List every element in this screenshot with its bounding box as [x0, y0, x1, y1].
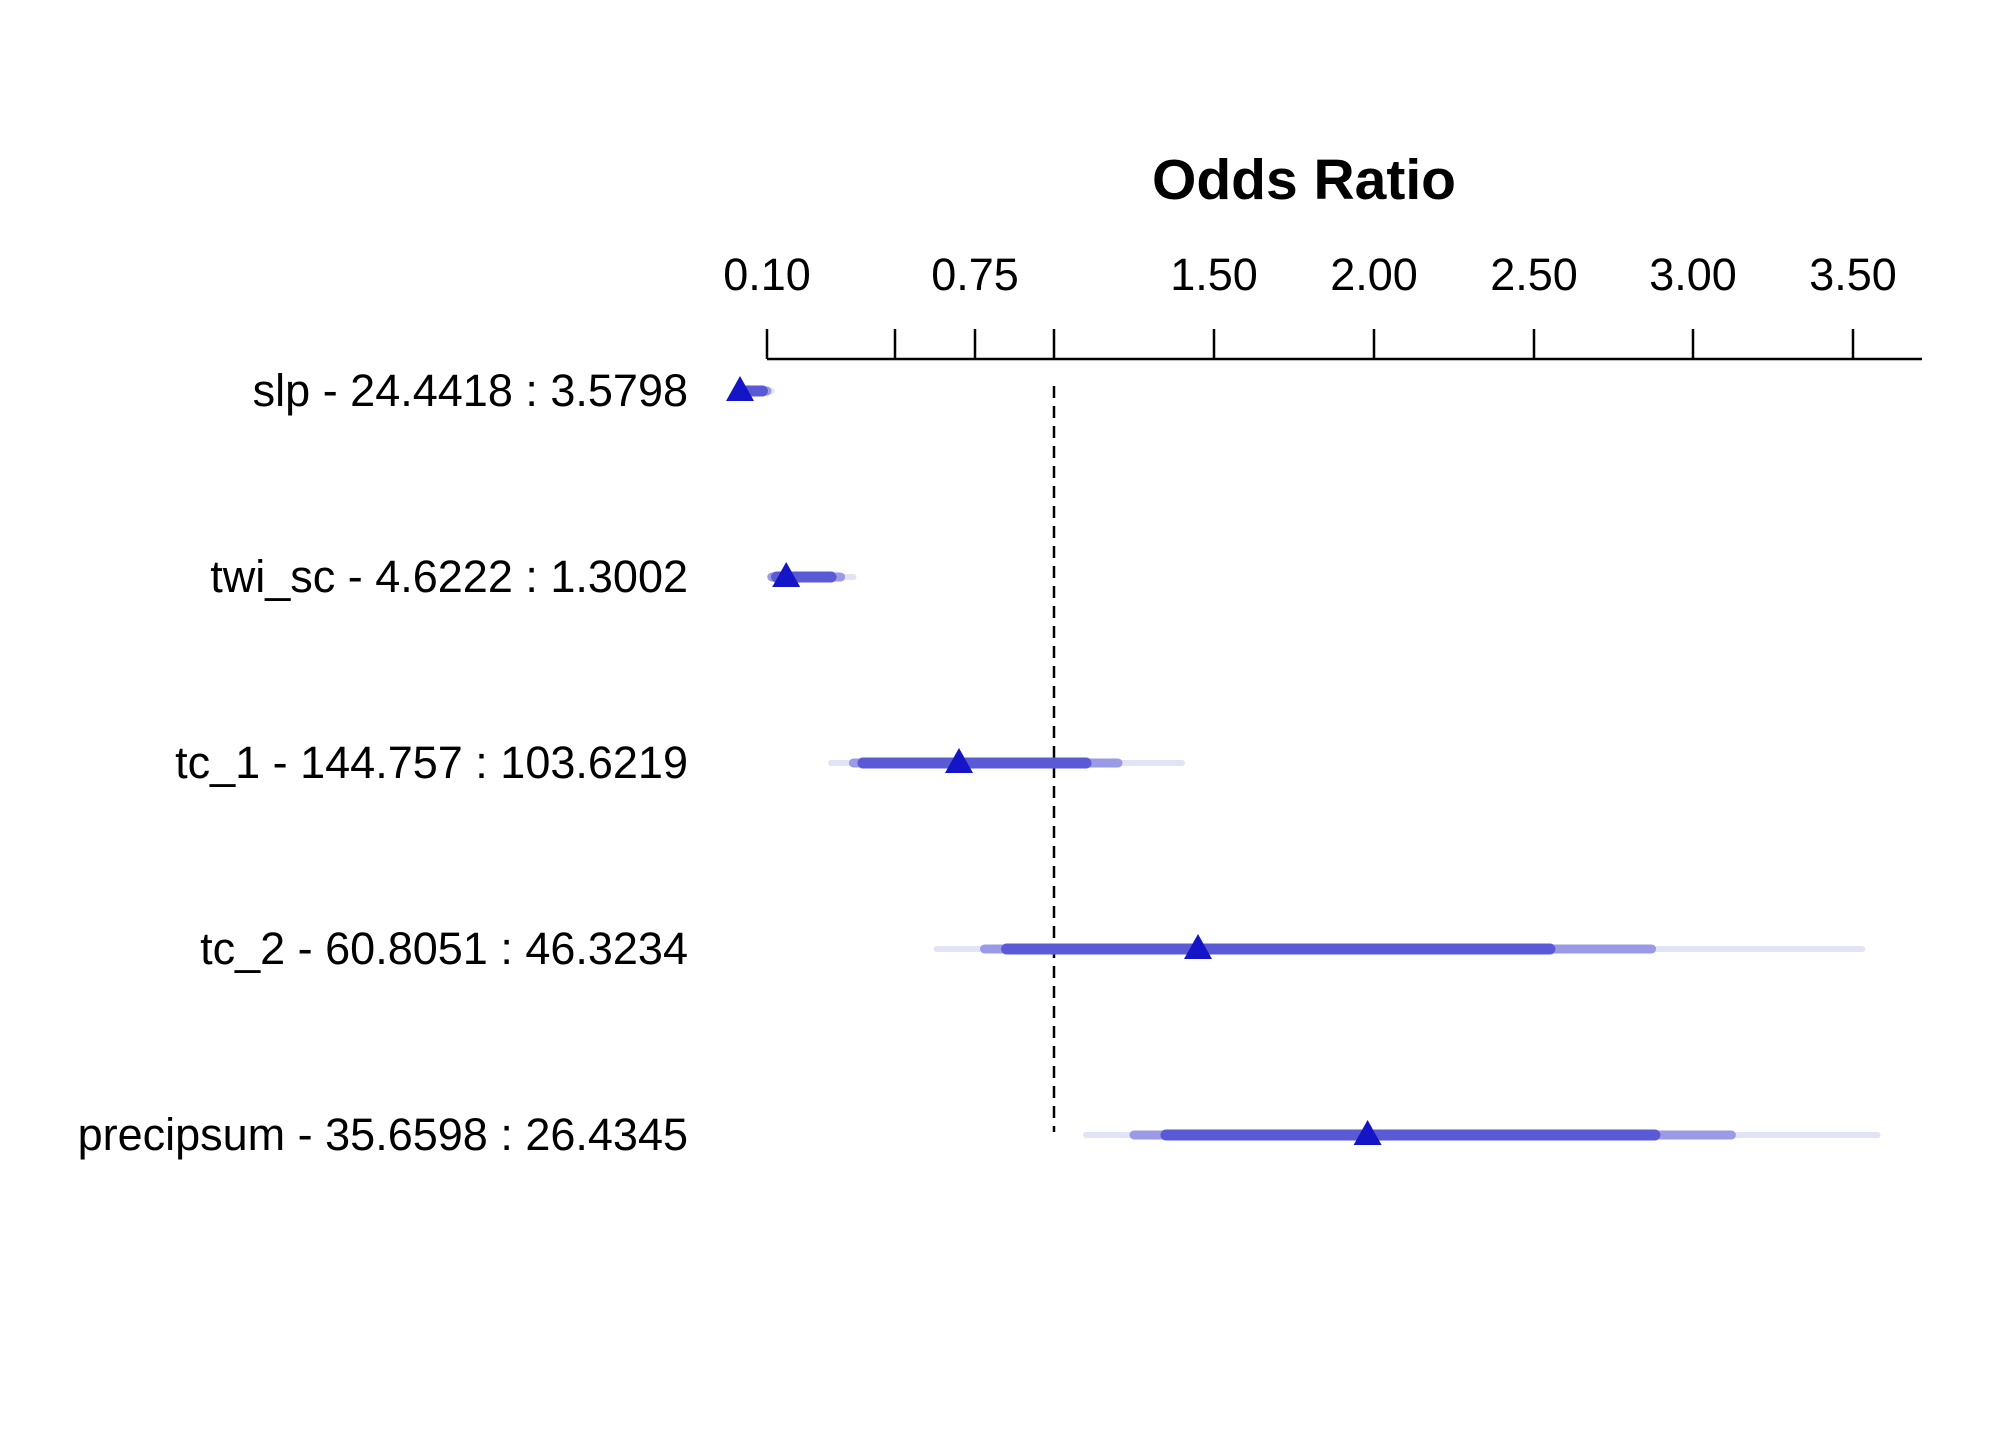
tick-label: 3.50 — [1809, 249, 1897, 300]
point-estimate-marker — [945, 748, 973, 773]
tick-label: 0.10 — [723, 249, 811, 300]
forest-row: precipsum - 35.6598 : 26.4345 — [78, 1109, 1881, 1160]
tick-label: 3.00 — [1649, 249, 1737, 300]
forest-row: tc_1 - 144.757 : 103.6219 — [175, 737, 1185, 788]
chart-title: Odds Ratio — [1152, 148, 1456, 212]
row-label: tc_2 - 60.8051 : 46.3234 — [200, 923, 688, 974]
row-label: slp - 24.4418 : 3.5798 — [253, 365, 688, 416]
point-estimate-marker — [1353, 1120, 1382, 1145]
point-estimate-marker — [772, 562, 801, 587]
forest-row: tc_2 - 60.8051 : 46.3234 — [200, 923, 1866, 974]
tick-label: 1.50 — [1170, 249, 1258, 300]
point-estimate-marker — [1184, 934, 1212, 959]
point-estimate-marker — [726, 376, 754, 401]
odds-ratio-axis: 0.10 0.75 1.50 2.00 2.50 3.00 3.50 — [723, 249, 1922, 361]
forest-row: twi_sc - 4.6222 : 1.3002 — [210, 551, 857, 602]
tick-label: 2.00 — [1330, 249, 1418, 300]
tick-label: 2.50 — [1490, 249, 1578, 300]
row-label: twi_sc - 4.6222 : 1.3002 — [210, 551, 688, 602]
row-label: precipsum - 35.6598 : 26.4345 — [78, 1109, 688, 1160]
tick-label: 0.75 — [931, 249, 1019, 300]
forest-row: slp - 24.4418 : 3.5798 — [253, 365, 775, 416]
rows-group: slp - 24.4418 : 3.5798 twi_sc - 4.6222 : … — [78, 365, 1881, 1160]
row-label: tc_1 - 144.757 : 103.6219 — [175, 737, 688, 788]
